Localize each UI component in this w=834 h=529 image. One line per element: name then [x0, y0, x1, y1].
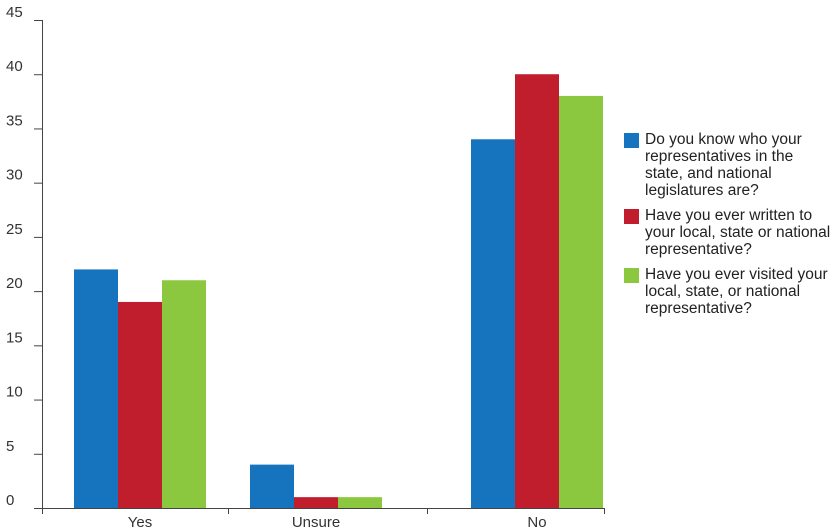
bar-yes-series-1: [74, 269, 118, 508]
bar-unsure-series-1: [250, 464, 294, 508]
bar-no-series-3: [559, 95, 603, 509]
legend-swatch-green: [624, 268, 639, 283]
y-axis-ticks: 0 5 10 15 20 25 30 35 40 45: [6, 4, 42, 509]
y-tick-label: 20: [6, 275, 23, 292]
bar-unsure-series-2: [294, 497, 338, 508]
bar-no-series-1: [471, 139, 515, 509]
bar-yes-series-2: [118, 301, 162, 508]
legend-swatch-red: [624, 209, 639, 224]
x-tick-label-unsure: Unsure: [292, 514, 340, 529]
legend-label: Have you ever visited your local, state,…: [645, 266, 828, 317]
legend-label: Have you ever written to your local, sta…: [645, 207, 831, 258]
y-tick-label: 5: [6, 438, 14, 455]
legend: Do you know who your representatives in …: [624, 131, 834, 325]
bar-no-series-2: [515, 74, 559, 508]
legend-item-know-representatives: Do you know who your representatives in …: [624, 131, 834, 199]
bar-yes-series-3: [162, 280, 206, 508]
legend-item-written-representative: Have you ever written to your local, sta…: [624, 207, 834, 258]
y-tick-label: 0: [6, 492, 14, 509]
y-tick-label: 25: [6, 221, 23, 238]
bar-unsure-series-3: [338, 497, 382, 508]
y-tick-label: 35: [6, 112, 23, 129]
y-tick-label: 10: [6, 384, 23, 401]
legend-item-visited-representative: Have you ever visited your local, state,…: [624, 266, 834, 317]
y-tick-label: 15: [6, 329, 23, 346]
y-tick-label: 45: [6, 4, 23, 21]
legend-swatch-blue: [624, 133, 639, 148]
legend-label: Do you know who your representatives in …: [645, 131, 802, 199]
bars-group: [74, 74, 603, 509]
x-axis-ticks: Yes Unsure No: [42, 508, 605, 529]
y-tick-label: 40: [6, 58, 23, 75]
x-tick-label-yes: Yes: [128, 514, 152, 529]
x-tick-label-no: No: [527, 514, 546, 529]
y-tick-label: 30: [6, 167, 23, 184]
